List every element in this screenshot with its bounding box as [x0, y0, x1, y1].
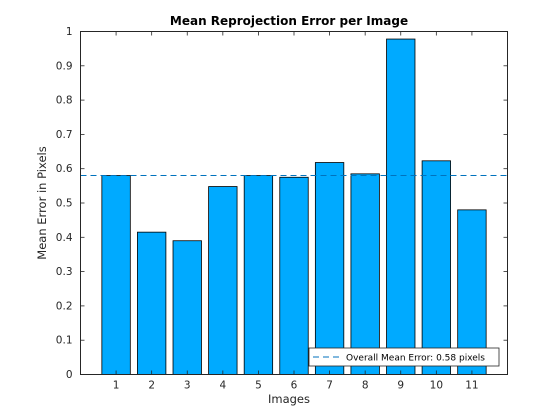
y-tick-label: 0 [66, 369, 73, 381]
x-tick-label: 4 [219, 380, 226, 392]
y-tick-label: 0.3 [56, 266, 73, 278]
x-tick-label: 5 [255, 380, 262, 392]
bar-5 [243, 175, 274, 375]
bar-9 [386, 38, 416, 375]
bar-6 [279, 176, 309, 375]
bar-4 [208, 186, 238, 375]
bar-2 [137, 231, 167, 375]
x-tick-label: 10 [430, 380, 443, 392]
y-tick-label: 0.9 [56, 60, 73, 72]
x-tick-label: 9 [397, 380, 404, 392]
legend-label: Overall Mean Error: 0.58 pixels [346, 354, 485, 364]
y-tick-label: 0.6 [56, 163, 73, 175]
x-axis-label: Images [268, 392, 310, 406]
x-tick-label: 6 [291, 380, 298, 392]
chart-title: Mean Reprojection Error per Image [170, 14, 408, 28]
y-tick-label: 0.1 [56, 335, 73, 347]
x-tick-label: 3 [184, 380, 191, 392]
bar-10 [421, 160, 451, 375]
legend-box [308, 347, 500, 367]
legend: Overall Mean Error: 0.58 pixels [308, 347, 500, 367]
x-tick-label: 2 [148, 380, 155, 392]
y-axis: 0 0.1 0.2 0.3 0.4 0.5 0.6 0.7 0.8 0.9 1 [56, 26, 508, 381]
y-tick-label: 0.7 [56, 129, 73, 141]
y-tick-label: 0.5 [56, 198, 73, 210]
bar-3 [172, 240, 202, 375]
bar-11 [457, 209, 487, 375]
y-tick-label: 0.2 [56, 300, 73, 312]
x-axis: 1 2 3 4 5 6 7 8 9 10 11 [113, 31, 479, 392]
y-axis-label: Mean Error in Pixels [35, 146, 49, 259]
x-tick-label: 1 [113, 380, 120, 392]
x-tick-label: 7 [326, 380, 333, 392]
y-tick-label: 0.4 [56, 232, 73, 244]
y-tick-label: 0.8 [56, 95, 73, 107]
bar-8 [350, 173, 380, 375]
bar-7 [314, 162, 345, 375]
bars-group [101, 38, 487, 375]
x-tick-label: 11 [465, 380, 478, 392]
y-tick-label: 1 [66, 26, 73, 38]
x-tick-label: 8 [362, 380, 369, 392]
bar-1 [101, 175, 131, 375]
